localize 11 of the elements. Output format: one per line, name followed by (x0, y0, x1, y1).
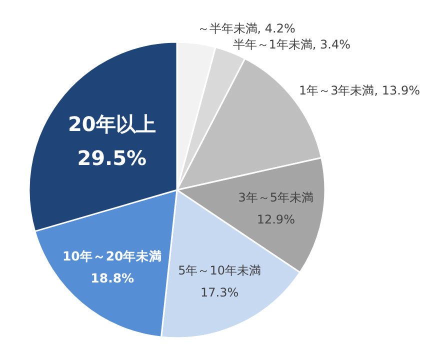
data-label: 17.3% (200, 285, 239, 300)
slice-label: 1年～3年未満, 13.9% (298, 83, 420, 98)
slice-label: ～半年未満, 4.2% (197, 22, 296, 36)
slice-label: 3年～5年未満 (238, 190, 314, 205)
data-label: 29.5% (77, 146, 147, 170)
slice-label: 10年～20年未満 (62, 248, 162, 264)
data-label: 12.9% (256, 212, 295, 227)
slice-label: 半年～1年未満, 3.4% (232, 38, 351, 52)
data-label: 18.8% (90, 270, 135, 286)
slice-label: 20年以上 (68, 112, 156, 136)
slice-label: 5年～10年未満 (178, 263, 262, 278)
